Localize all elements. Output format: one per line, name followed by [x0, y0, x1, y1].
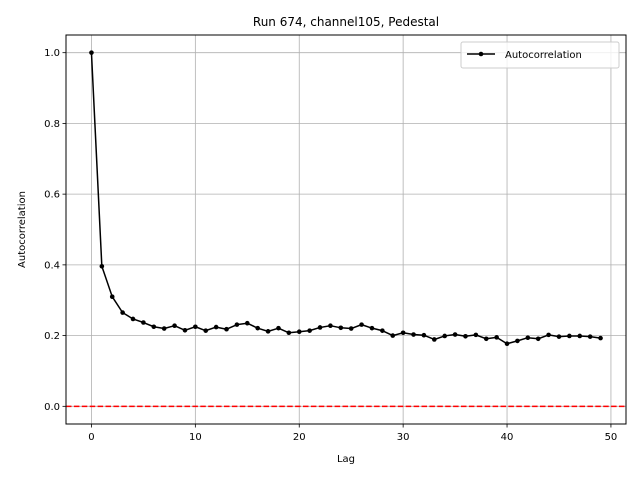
- data-point: [286, 330, 292, 336]
- data-point: [348, 326, 354, 331]
- data-point: [141, 320, 146, 325]
- data-point: [442, 333, 448, 339]
- x-tick-label: 10: [189, 432, 202, 443]
- data-point: [432, 337, 437, 342]
- data-point: [317, 325, 323, 330]
- chart-title: Run 674, channel105, Pedestal: [253, 15, 439, 29]
- y-tick-label: 0.4: [44, 260, 60, 271]
- legend: Autocorrelation: [460, 41, 620, 69]
- data-point: [400, 330, 406, 336]
- data-point: [328, 323, 333, 328]
- x-tick-label: 40: [501, 432, 514, 443]
- data-point: [598, 335, 603, 341]
- data-point: [193, 324, 198, 330]
- data-point: [504, 341, 510, 347]
- data-point: [421, 332, 427, 338]
- series: [89, 50, 603, 347]
- grid: [66, 35, 626, 424]
- data-point: [276, 325, 281, 331]
- legend-entry-label: Autocorrelation: [505, 50, 582, 61]
- data-point: [172, 323, 177, 328]
- data-point: [89, 50, 94, 55]
- data-point: [255, 325, 260, 331]
- x-tick-label: 50: [605, 432, 618, 443]
- data-point: [369, 325, 375, 331]
- y-tick-label: 0.8: [44, 119, 60, 130]
- data-point: [411, 332, 416, 337]
- data-point: [525, 335, 531, 341]
- y-tick-label: 0.2: [44, 331, 60, 342]
- data-point: [452, 332, 458, 337]
- data-point: [307, 328, 312, 333]
- x-axis-title: Lag: [337, 454, 355, 465]
- y-tick-label: 0.6: [44, 190, 60, 201]
- data-point: [151, 324, 157, 330]
- data-point: [359, 322, 364, 327]
- data-point: [265, 329, 271, 334]
- data-point: [296, 329, 302, 335]
- x-tick-label: 0: [88, 432, 94, 443]
- data-point: [203, 328, 209, 333]
- data-point: [338, 325, 344, 331]
- data-point: [556, 334, 562, 339]
- data-point: [161, 326, 167, 331]
- data-point: [109, 294, 115, 299]
- data-point: [535, 336, 541, 342]
- data-point: [213, 324, 219, 330]
- data-point: [587, 334, 593, 339]
- data-point: [130, 316, 136, 322]
- data-point: [120, 310, 125, 315]
- ticks: 0 10 20 30 40 50 0.0 0.2 0.4 0.6 0.8 1.0: [44, 48, 617, 443]
- x-tick-label: 20: [293, 432, 306, 443]
- data-point: [390, 333, 396, 338]
- data-point: [494, 335, 499, 340]
- x-tick-label: 30: [397, 432, 410, 443]
- data-point: [234, 322, 240, 327]
- data-point: [224, 326, 229, 332]
- data-point: [380, 328, 385, 333]
- data-point: [567, 333, 572, 339]
- y-tick-label: 1.0: [44, 48, 60, 59]
- plot-frame: [65, 34, 627, 425]
- data-point: [182, 327, 188, 333]
- data-point: [577, 333, 583, 339]
- data-point: [473, 332, 479, 338]
- data-point: [99, 263, 105, 269]
- legend-marker: [478, 51, 484, 57]
- data-point: [515, 338, 520, 344]
- y-tick-label: 0.0: [44, 402, 60, 413]
- data-point: [463, 333, 468, 339]
- legend-box: [460, 41, 620, 69]
- y-axis-title: Autocorrelation: [17, 191, 28, 268]
- data-point: [546, 332, 551, 338]
- data-point: [244, 320, 250, 326]
- data-point: [483, 336, 489, 342]
